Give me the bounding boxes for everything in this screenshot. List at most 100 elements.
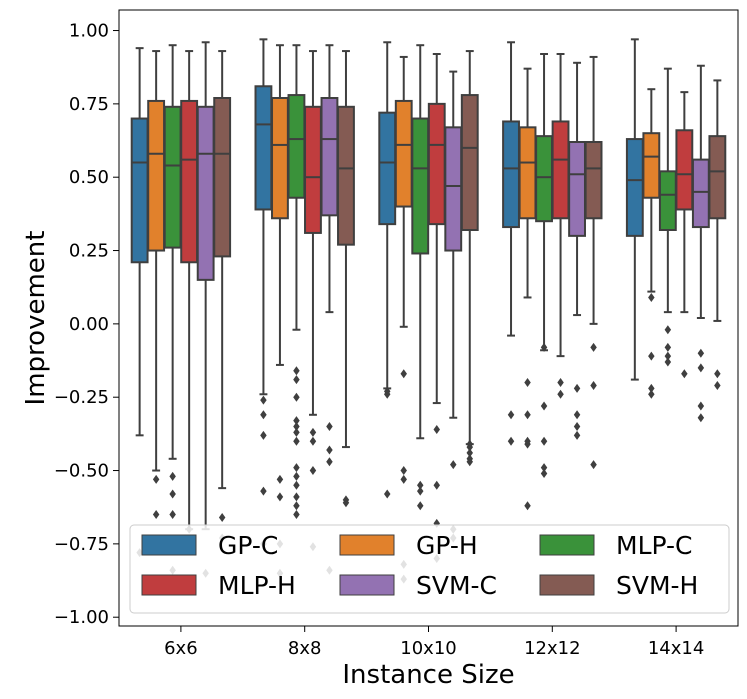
legend-swatch	[339, 574, 395, 596]
y-axis-title: Improvement	[21, 231, 51, 406]
outlier-point	[169, 489, 176, 499]
box-svm-c-6x6	[196, 41, 215, 578]
outlier-point	[664, 325, 672, 335]
legend-swatch	[339, 534, 395, 556]
box-iqr	[254, 85, 273, 211]
box-iqr	[394, 99, 413, 208]
outlier-point	[433, 480, 440, 490]
outlier-point	[573, 430, 581, 440]
outlier-point	[573, 410, 581, 420]
outlier-point	[466, 442, 474, 452]
outlier-point	[276, 492, 284, 502]
box-series-layer	[130, 38, 727, 584]
outlier-point	[276, 474, 284, 484]
plot-frame	[118, 9, 739, 627]
outlier-point	[152, 474, 160, 484]
x-tick-label: 12x12	[524, 638, 580, 659]
legend-item-mlp-c: MLP-C	[539, 531, 693, 560]
outlier-point	[309, 466, 317, 476]
box-iqr	[304, 105, 322, 234]
box-iqr	[708, 135, 727, 220]
y-tick-label: 0.25	[69, 241, 109, 262]
box-iqr	[271, 97, 289, 220]
outlier-point	[590, 342, 597, 352]
y-tick-label: 0.00	[69, 314, 109, 335]
x-tick-label: 10x10	[400, 638, 456, 659]
box-iqr	[568, 141, 586, 237]
outlier-point	[260, 410, 267, 420]
legend-item-svm-c: SVM-C	[339, 571, 497, 600]
outlier-point	[400, 369, 407, 379]
box-iqr	[535, 135, 553, 223]
outlier-point	[714, 369, 721, 379]
outlier-point	[540, 463, 548, 473]
legend-item-svm-h: SVM-H	[539, 571, 698, 600]
legend-item-gp-h: GP-H	[339, 531, 478, 560]
box-iqr	[584, 141, 603, 220]
x-axis-title: Instance Size	[342, 660, 514, 690]
box-iqr	[411, 117, 430, 255]
outlier-point	[664, 351, 672, 361]
x-tick-label: 8x8	[288, 638, 322, 659]
box-iqr	[691, 158, 710, 229]
outlier-point	[169, 471, 176, 481]
legend-label: MLP-H	[218, 571, 296, 600]
outlier-point	[573, 383, 581, 393]
outlier-point	[326, 422, 333, 432]
outlier-point	[400, 474, 407, 484]
series-mlp-h	[180, 50, 694, 564]
y-tick-label: −0.75	[54, 534, 109, 555]
box-gp-h-14x14	[642, 88, 661, 399]
outlier-point	[648, 351, 655, 361]
legend-swatch	[539, 534, 595, 556]
box-svm-h-10x10	[460, 50, 479, 467]
box-iqr	[196, 105, 215, 281]
x-axis: 6x6 8x8 10x10 12x12 14x14	[118, 9, 739, 659]
outlier-point	[417, 501, 424, 511]
legend-swatch	[141, 534, 197, 556]
box-gp-c-8x8	[254, 38, 273, 549]
chart-legend: GP-C GP-H MLP-C MLP-H SVM-C SVM-H	[129, 524, 730, 614]
outlier-point	[697, 348, 705, 358]
outlier-point	[293, 501, 300, 511]
box-iqr	[320, 97, 339, 217]
legend-label: GP-H	[416, 531, 478, 560]
outlier-point	[524, 439, 531, 449]
outlier-point	[648, 292, 655, 302]
series-gp-h	[147, 44, 661, 584]
box-iqr	[287, 94, 306, 199]
box-gp-h-12x12	[518, 67, 537, 511]
y-tick-label: −0.50	[54, 461, 109, 482]
outlier-point	[293, 416, 300, 426]
outlier-point	[450, 460, 457, 470]
legend-label: SVM-C	[416, 571, 497, 600]
outlier-point	[681, 369, 688, 379]
box-mlp-h-14x14	[675, 91, 694, 379]
outlier-point	[714, 380, 721, 390]
outlier-point	[326, 445, 333, 455]
outlier-point	[697, 363, 705, 373]
box-svm-c-14x14	[691, 64, 710, 423]
box-iqr	[675, 129, 694, 211]
box-mlp-c-6x6	[163, 44, 182, 575]
box-iqr	[378, 111, 397, 226]
outlier-point	[417, 480, 424, 490]
outlier-point	[507, 436, 515, 446]
outlier-point	[507, 410, 515, 420]
outlier-point	[293, 422, 300, 432]
box-mlp-h-8x8	[304, 50, 322, 552]
box-iqr	[625, 138, 644, 237]
legend-swatch	[539, 574, 595, 596]
outlier-point	[169, 510, 176, 520]
outlier-point	[260, 486, 267, 496]
box-svm-h-8x8	[337, 50, 355, 508]
box-svm-h-12x12	[584, 55, 603, 470]
outlier-point	[342, 498, 350, 508]
outlier-point	[590, 460, 597, 470]
outlier-point	[293, 366, 300, 376]
box-iqr	[658, 170, 677, 231]
outlier-point	[648, 389, 655, 399]
box-mlp-h-10x10	[427, 53, 446, 564]
legend-item-mlp-h: MLP-H	[141, 571, 296, 600]
outlier-point	[524, 378, 531, 388]
